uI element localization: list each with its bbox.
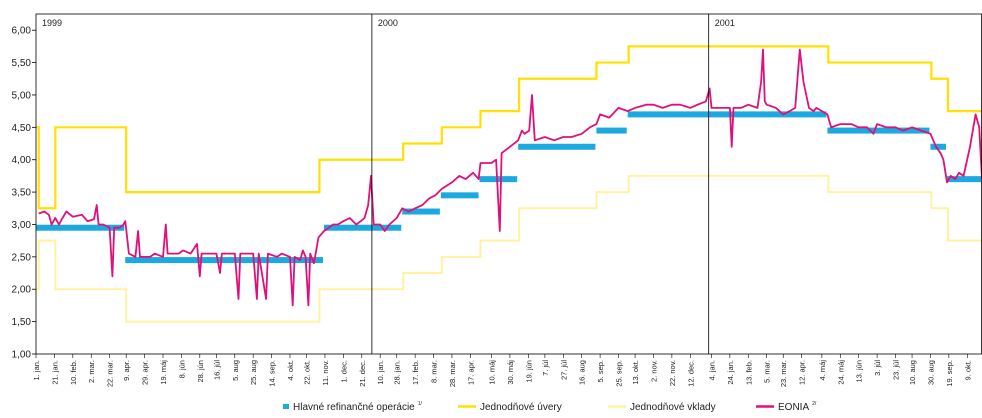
x-tick-label: 30. aug [926, 360, 935, 385]
x-tick-label: 25. aug [249, 360, 258, 385]
x-tick-label: 19. máj [159, 360, 168, 385]
x-tick-label: 28. jún [196, 360, 205, 383]
series-deposit-facility [36, 174, 982, 323]
x-tick-label: 2. mar. [87, 360, 96, 383]
x-tick-label: 7. júl [541, 360, 550, 376]
y-tick-label: 1,00 [12, 350, 32, 361]
x-tick-label: 10. jan. [376, 360, 385, 385]
x-tick-label: 1. dec. [339, 360, 348, 383]
mro-bar [324, 224, 402, 231]
x-tick-label: 21. jan. [50, 360, 59, 385]
year-label: 1999 [42, 18, 62, 28]
x-tick-label: 29. apr. [141, 360, 150, 385]
mro-bar [947, 176, 981, 183]
mro-bar [36, 224, 125, 231]
x-tick-label: 9. apr. [122, 360, 131, 381]
x-tick-label: 30. máj [506, 360, 515, 385]
plot-area [36, 45, 982, 323]
x-tick-label: 25. sep. [615, 360, 624, 387]
x-tick-label: 17. apr. [466, 360, 475, 385]
x-tick-label: 23. júl [891, 360, 900, 380]
x-tick-label: 16. aug [578, 360, 587, 385]
x-tick-label: 10. máj [488, 360, 497, 385]
series-lending-facility [36, 45, 982, 210]
y-tick-label: 5,00 [12, 90, 32, 101]
x-tick-label: 17. feb. [411, 360, 420, 385]
x-tick-label: 12. dec. [686, 360, 695, 387]
legend-swatch [283, 404, 289, 409]
x-tick-label: 23. mar. [779, 360, 788, 387]
y-tick-label: 3,50 [12, 188, 32, 199]
legend-item: Jednodňové vklady [608, 402, 716, 413]
x-tick-label: 16. júl [212, 360, 221, 380]
x-tick-label: 4. okt. [286, 360, 295, 380]
x-tick-label: 4. jan. [707, 360, 716, 380]
x-tick-label: 10. feb. [69, 360, 78, 385]
year-label: 2000 [378, 18, 398, 28]
y-tick-label: 3,00 [12, 220, 32, 231]
mro-bar [440, 192, 479, 199]
x-tick-label: 19. jún [524, 360, 533, 383]
y-tick-label: 4,00 [12, 155, 32, 166]
x-tick-label: 10. aug [908, 360, 917, 385]
x-tick-label: 5. mar. [763, 360, 772, 383]
legend-item: Hlavné refinančné operácie 1/ [283, 401, 423, 413]
x-tick-label: 13. jún [855, 360, 864, 383]
mro-bar [627, 111, 827, 118]
legend-label: Jednodňové úvery [480, 402, 562, 413]
x-tick-label: 12. apr. [798, 360, 807, 385]
series-eonia [38, 48, 982, 307]
mro-bar [518, 143, 596, 150]
x-tick-label: 1. jan. [32, 360, 41, 380]
mro-bar [402, 208, 440, 215]
legend-label: Hlavné refinančné operácie [293, 402, 415, 413]
x-tick-label: 22. okt. [303, 360, 312, 385]
mro-bar [479, 176, 518, 183]
x-tick-label: 5. aug [231, 360, 240, 381]
year-label: 2001 [715, 18, 735, 28]
y-tick-label: 5,50 [12, 58, 32, 69]
x-tick-label: 8. mar. [430, 360, 439, 383]
legend-item: EONIA 2/ [756, 401, 817, 413]
y-tick-label: 6,00 [12, 26, 32, 37]
legend-label: EONIA [778, 402, 809, 413]
y-tick-label: 2,50 [12, 252, 32, 263]
mro-bar [125, 257, 324, 264]
x-tick-label: 11. nov. [321, 360, 330, 386]
x-tick-label: 4. máj [818, 360, 827, 381]
legend-item: Jednodňové úvery [458, 402, 562, 413]
x-tick-label: 28. mar. [448, 360, 457, 387]
x-tick-label: 24. jan. [726, 360, 735, 385]
x-tick-label: 9. okt. [963, 360, 972, 380]
x-tick-label: 5. sep. [596, 360, 605, 383]
legend-label: Jednodňové vklady [630, 402, 716, 413]
legend-footnote: 1/ [418, 401, 423, 407]
mro-bar [827, 127, 930, 134]
x-tick-label: 27. júl [559, 360, 568, 380]
legend: Hlavné refinančné operácie 1/Jednodňové ú… [283, 401, 817, 413]
x-tick-label: 22. mar. [106, 360, 115, 387]
x-tick-label: 21. dec. [358, 360, 367, 387]
mro-bar [930, 143, 947, 150]
x-tick-label: 13. okt. [631, 360, 640, 385]
x-tick-label: 24. máj [836, 360, 845, 385]
y-tick-label: 1,50 [12, 317, 32, 328]
x-tick-label: 22. nov. [668, 360, 677, 386]
x-tick-label: 14. sep. [268, 360, 277, 387]
mro-bar [596, 127, 627, 134]
x-tick-label: 28. jan. [393, 360, 402, 385]
x-tick-label: 19. sep. [945, 360, 954, 387]
x-tick-label: 8. jún [177, 360, 186, 378]
x-tick-label: 2. nov. [649, 360, 658, 382]
plot-frame [35, 13, 982, 355]
x-tick-label: 13. feb. [744, 360, 753, 385]
y-tick-label: 2,00 [12, 285, 32, 296]
axes: 1,00 1,50 2,00 2,50 3,00 3,50 4,00 4,50 5,00 5,50… [12, 13, 982, 387]
x-tick-label: 3. júl [873, 360, 882, 376]
legend-footnote: 2/ [812, 401, 817, 407]
y-tick-label: 4,50 [12, 123, 32, 134]
